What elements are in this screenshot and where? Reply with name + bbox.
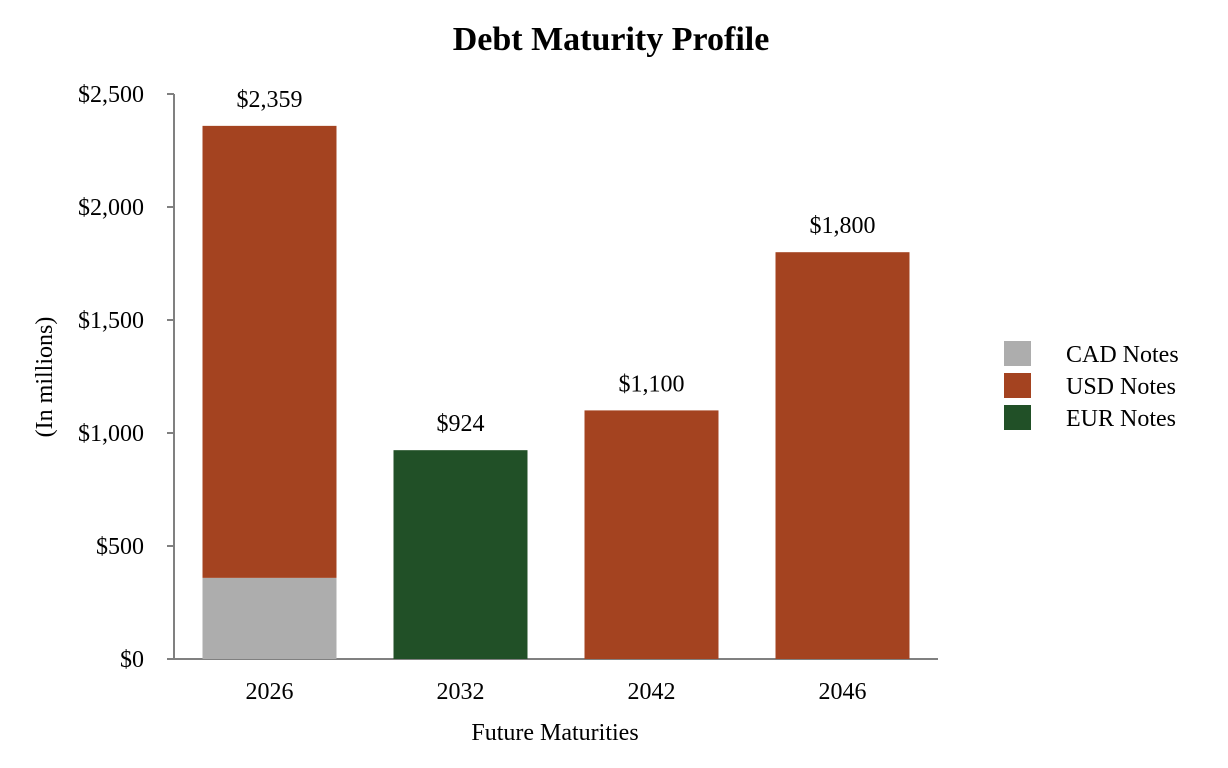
y-axis-title: (In millions) xyxy=(32,317,58,438)
y-tick-label: $1,500 xyxy=(78,308,144,334)
legend: CAD Notes USD Notes EUR Notes xyxy=(1004,341,1179,432)
legend-label-cad-notes: CAD Notes xyxy=(1066,342,1179,368)
x-tick-label: 2026 xyxy=(246,679,294,705)
total-label-2046: $1,800 xyxy=(810,213,876,239)
legend-label-eur-notes: EUR Notes xyxy=(1066,406,1176,432)
bar-segment-cad-notes-2026 xyxy=(202,577,337,659)
legend-swatch-cad-notes xyxy=(1004,341,1031,366)
bar-segment-eur-notes-2032 xyxy=(393,450,528,659)
bar-segment-usd-notes-2042 xyxy=(584,410,719,659)
y-tick-label: $2,000 xyxy=(78,195,144,221)
total-label-2026: $2,359 xyxy=(237,87,303,113)
y-axis: $0 $500 $1,000 $1,500 $2,000 $2,500 xyxy=(78,82,175,673)
x-axis-title: Future Maturities xyxy=(471,720,638,746)
data-labels: $2,359 $924 $1,100 $1,800 xyxy=(237,87,876,437)
bars xyxy=(202,125,910,659)
y-tick-label: $500 xyxy=(96,534,144,560)
legend-swatch-usd-notes xyxy=(1004,373,1031,398)
legend-label-usd-notes: USD Notes xyxy=(1066,374,1176,400)
chart-title: Debt Maturity Profile xyxy=(453,21,770,58)
x-tick-label: 2042 xyxy=(628,679,676,705)
y-tick-label: $2,500 xyxy=(78,82,144,108)
x-tick-label: 2046 xyxy=(819,679,867,705)
bar-segment-usd-notes-2046 xyxy=(775,252,910,659)
total-label-2032: $924 xyxy=(437,411,485,437)
x-tick-label: 2032 xyxy=(437,679,485,705)
y-tick-label: $0 xyxy=(120,647,144,673)
y-tick-label: $1,000 xyxy=(78,421,144,447)
legend-swatch-eur-notes xyxy=(1004,405,1031,430)
bar-segment-usd-notes-2026 xyxy=(202,125,337,578)
x-axis: 2026 2032 2042 2046 xyxy=(174,658,938,705)
total-label-2042: $1,100 xyxy=(619,371,685,397)
